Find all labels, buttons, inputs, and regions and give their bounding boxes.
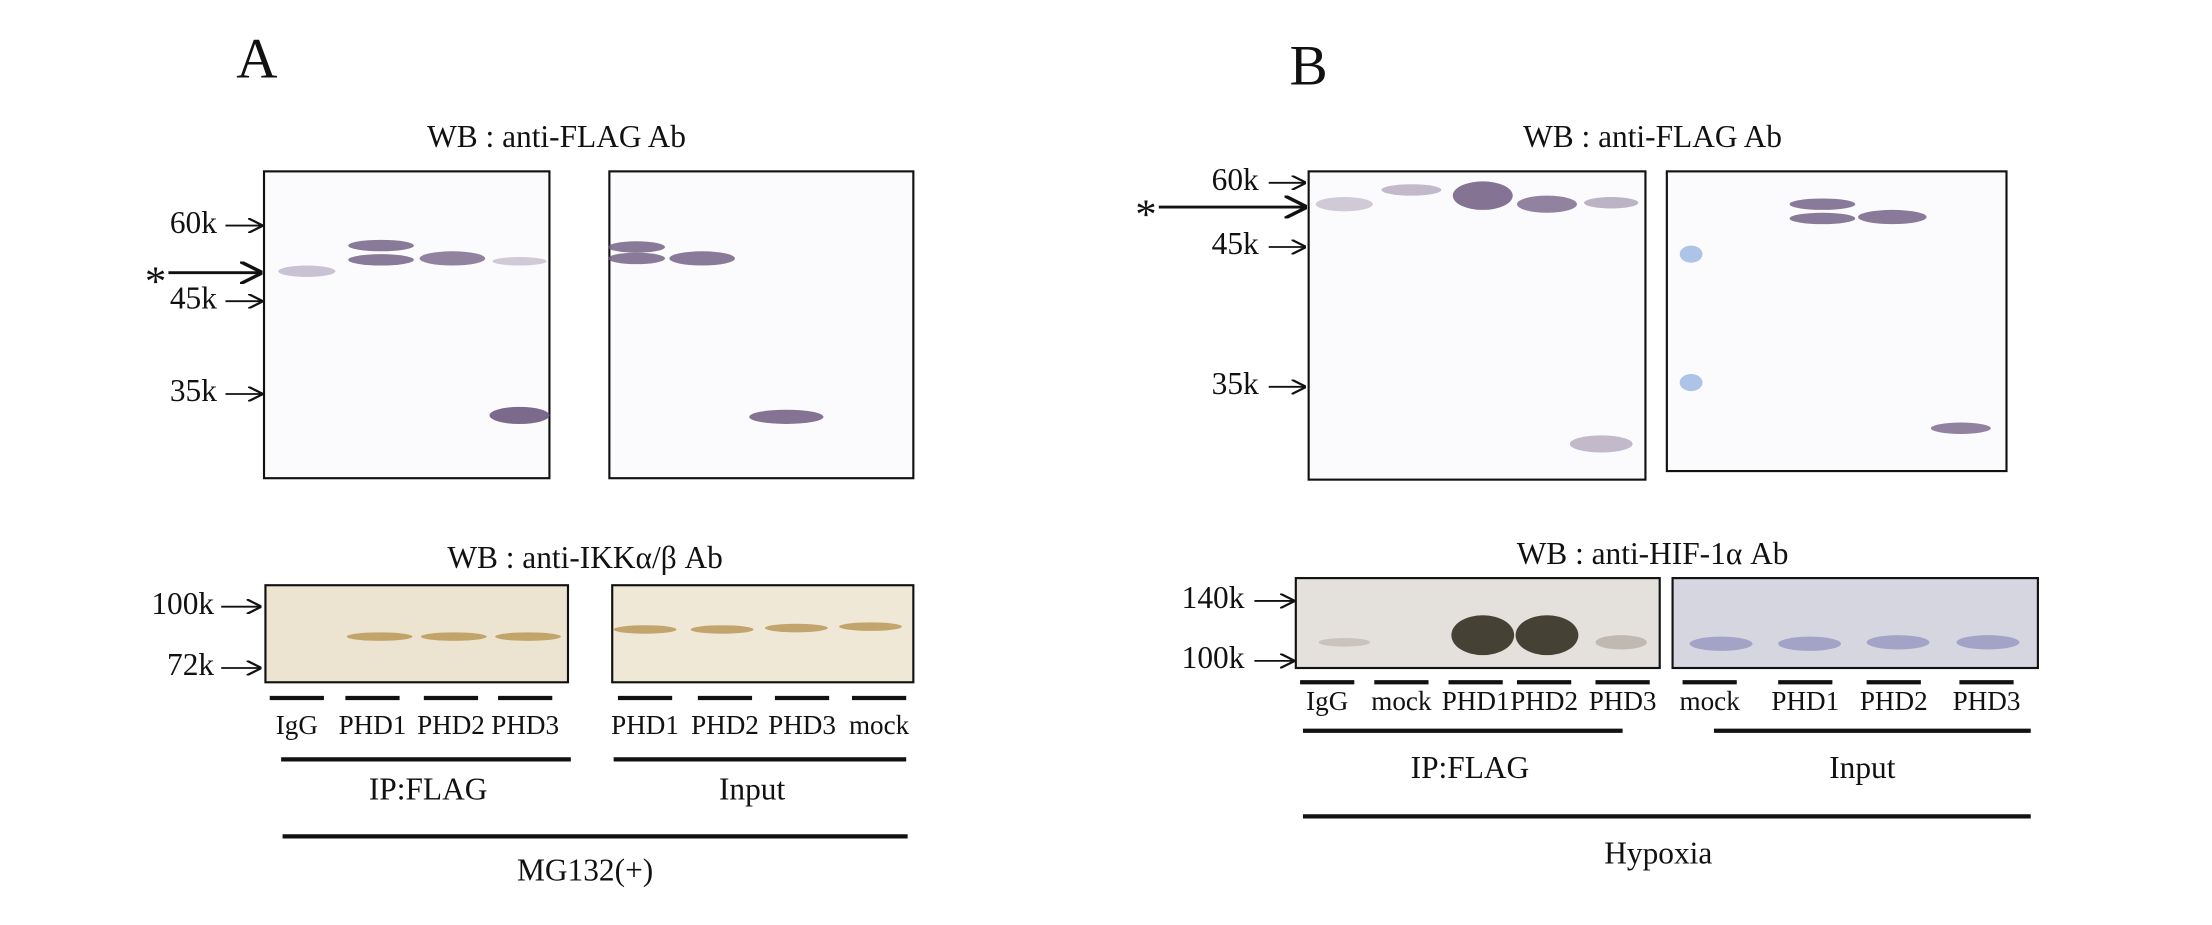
asterisk: * — [145, 258, 166, 305]
blot-title: WB : anti-FLAG Ab — [427, 119, 686, 154]
lane-label: PHD3 — [1589, 686, 1657, 716]
marker-label: 140k — [1182, 580, 1245, 615]
group-label: Input — [719, 771, 786, 806]
lane-label: PHD3 — [1953, 686, 2021, 716]
lane-labels: IgG PHD1 PHD2 PHD3 PHD1 PHD2 PHD3 mock — [269, 695, 910, 740]
lane-label: PHD2 — [1860, 686, 1928, 716]
blot — [1671, 577, 2039, 670]
blot-title: WB : anti-IKKα/β Ab — [447, 540, 723, 575]
asterisk: * — [1135, 191, 1156, 238]
lane-label: mock — [1371, 686, 1432, 716]
lane-label: IgG — [1306, 686, 1348, 716]
marker-label: 60k — [170, 205, 217, 240]
group-label: IP:FLAG — [1411, 750, 1530, 785]
lane-label: PHD1 — [339, 710, 407, 740]
group-label: IP:FLAG — [369, 771, 488, 806]
marker-label: 35k — [1212, 366, 1259, 401]
group-label: Input — [1829, 750, 1896, 785]
lane-label: PHD2 — [417, 710, 485, 740]
blot — [262, 170, 551, 480]
lane-label: PHD3 — [768, 710, 836, 740]
lane-label: PHD1 — [1771, 686, 1839, 716]
blot — [1307, 170, 1647, 481]
condition-label: MG132(+) — [517, 853, 653, 888]
panel-a: A WB : anti-FLAG Ab 60k 45k 35k * WB : a… — [145, 27, 915, 888]
marker-label: 60k — [1212, 162, 1259, 197]
bands — [1315, 181, 1991, 453]
lane-label: PHD1 — [611, 710, 679, 740]
lane-label: PHD3 — [491, 710, 559, 740]
marker-label: 35k — [170, 373, 217, 408]
lane-label: IgG — [276, 710, 318, 740]
bands — [346, 622, 902, 641]
blot — [611, 584, 915, 684]
panel-label: B — [1290, 35, 1328, 98]
lane-label: mock — [1680, 686, 1741, 716]
marker-label: 100k — [1182, 640, 1245, 675]
lane-label: PHD2 — [691, 710, 759, 740]
lane-label: PHD2 — [1510, 686, 1578, 716]
marker-label: 45k — [170, 280, 217, 315]
blot — [608, 170, 915, 480]
marker-label: 72k — [167, 647, 214, 682]
lane-label: mock — [849, 710, 910, 740]
bands — [1318, 615, 2020, 656]
condition-label: Hypoxia — [1604, 836, 1712, 871]
lane-label: PHD1 — [1442, 686, 1510, 716]
marker-label: 100k — [151, 586, 214, 621]
blot-title: WB : anti-FLAG Ab — [1523, 119, 1782, 154]
marker-label: 45k — [1212, 226, 1259, 261]
panel-b: B WB : anti-FLAG Ab 60k 45k 35k * WB : a… — [1135, 35, 2039, 871]
bands — [278, 239, 824, 424]
panel-label: A — [236, 27, 277, 90]
lane-labels: IgG mock PHD1 PHD2 PHD3 mock PHD1 PHD2 PHD3 — [1300, 680, 2021, 716]
blot-title: WB : anti-HIF-1α Ab — [1517, 536, 1789, 571]
